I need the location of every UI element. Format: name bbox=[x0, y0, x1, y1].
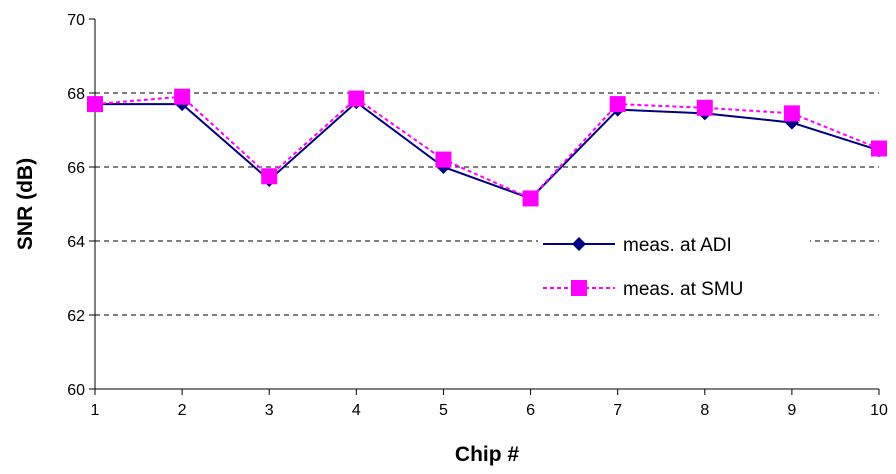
x-axis-ticks: 1 2 3 4 5 6 7 8 9 10 bbox=[91, 389, 888, 419]
y-axis-title: SNR (dB) bbox=[14, 158, 37, 250]
point-1-2 bbox=[174, 88, 191, 105]
x-tick-label-2: 2 bbox=[178, 402, 187, 419]
x-tick-label-1: 1 bbox=[91, 402, 100, 419]
x-axis-title: Chip # bbox=[455, 443, 519, 466]
series-line-1 bbox=[94, 95, 880, 200]
point-1-7 bbox=[609, 96, 626, 113]
point-1-3 bbox=[261, 168, 278, 185]
point-1-5 bbox=[435, 151, 452, 168]
x-tick-label-8: 8 bbox=[700, 402, 709, 419]
legend-label-0: meas. at ADI bbox=[623, 235, 732, 256]
y-tick-label-60: 60 bbox=[67, 382, 85, 399]
point-1-8 bbox=[696, 99, 713, 116]
point-1-4 bbox=[348, 90, 365, 107]
x-tick-label-6: 6 bbox=[526, 402, 535, 419]
axes bbox=[94, 19, 879, 390]
legend-label-1: meas. at SMU bbox=[623, 279, 743, 300]
gridlines bbox=[95, 92, 879, 316]
legend-marker-0 bbox=[572, 237, 586, 251]
x-tick-label-10: 10 bbox=[870, 402, 888, 419]
y-tick-label-70: 70 bbox=[67, 12, 85, 29]
point-1-10 bbox=[871, 140, 887, 157]
series-smu bbox=[87, 88, 887, 207]
legend: meas. at ADI meas. at SMU bbox=[538, 228, 810, 308]
series-group bbox=[87, 88, 887, 207]
y-tick-label-62: 62 bbox=[67, 308, 85, 325]
y-tick-label-66: 66 bbox=[67, 160, 85, 177]
x-tick-label-5: 5 bbox=[439, 402, 448, 419]
point-1-6 bbox=[522, 190, 539, 207]
y-tick-label-68: 68 bbox=[67, 86, 85, 103]
y-axis-ticks: 60 62 64 66 68 70 bbox=[67, 12, 95, 399]
point-1-1 bbox=[87, 96, 103, 113]
point-1-9 bbox=[783, 105, 800, 122]
x-tick-label-4: 4 bbox=[352, 402, 361, 419]
y-tick-label-64: 64 bbox=[67, 234, 85, 251]
legend-marker-1 bbox=[571, 280, 587, 296]
x-tick-label-7: 7 bbox=[613, 402, 622, 419]
x-tick-label-3: 3 bbox=[265, 402, 274, 419]
series-line-0 bbox=[95, 100, 880, 200]
x-tick-label-9: 9 bbox=[787, 402, 796, 419]
